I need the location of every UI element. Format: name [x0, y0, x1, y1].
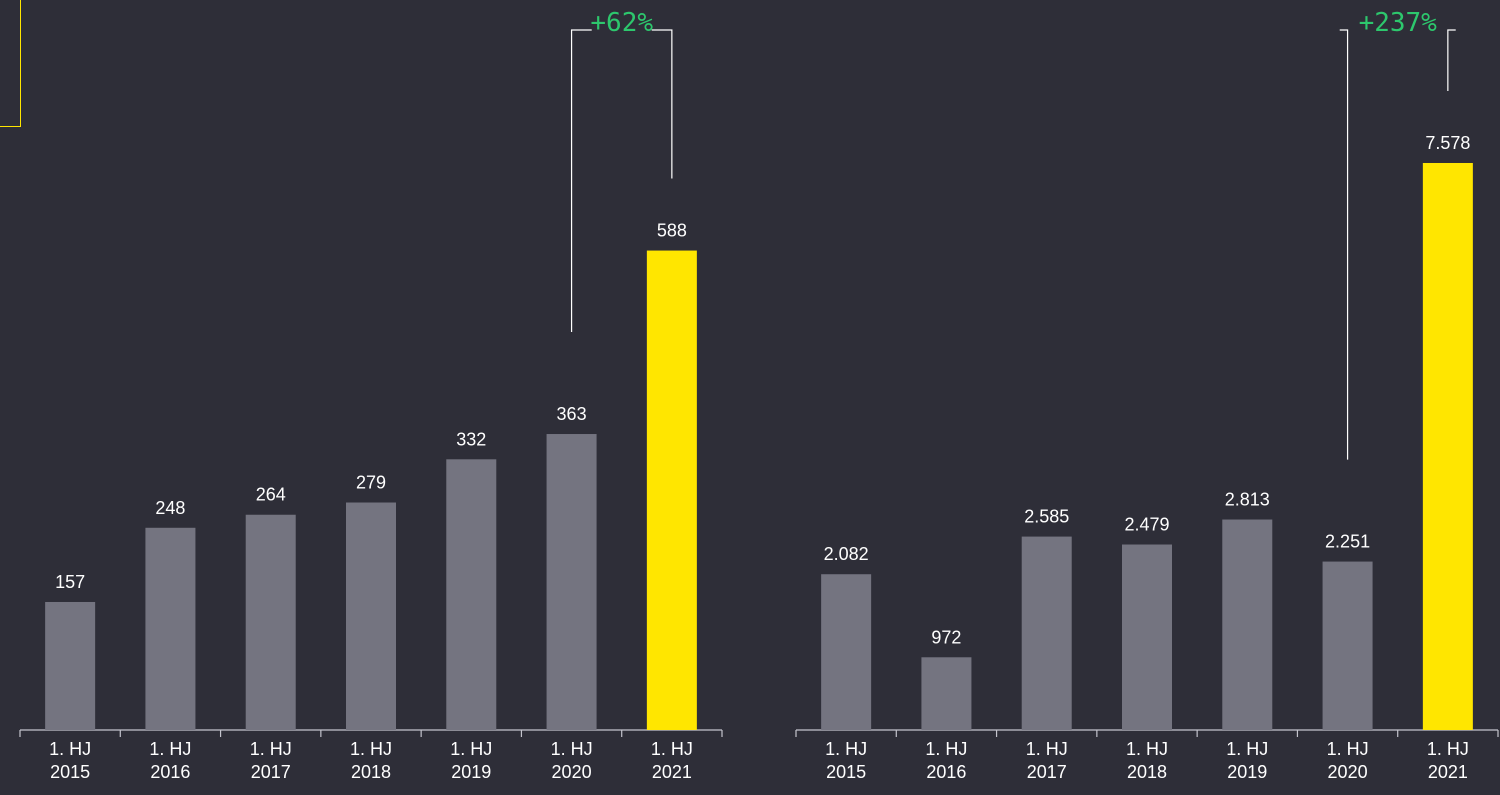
x-tick-label: 2018 — [351, 762, 391, 782]
x-tick-label: 2016 — [150, 762, 190, 782]
bar-value-label: 332 — [456, 429, 486, 449]
growth-label: +237% — [1359, 8, 1438, 38]
growth-label: +62% — [590, 8, 653, 38]
bar-2016 — [921, 657, 972, 730]
x-tick-label: 2015 — [50, 762, 90, 782]
bar-value-label: 2.813 — [1225, 490, 1270, 510]
x-tick-label: 2017 — [1027, 762, 1067, 782]
growth-bracket-right — [1447, 29, 1456, 91]
bar-2021 — [1422, 162, 1473, 730]
bar-value-label: 2.082 — [824, 544, 869, 564]
x-tick-label: 1. HJ — [1026, 739, 1068, 759]
bar-2017 — [1021, 536, 1072, 730]
x-tick-label: 1. HJ — [651, 739, 693, 759]
growth-bracket-left — [1339, 29, 1349, 460]
x-tick-label: 2021 — [1428, 762, 1468, 782]
bar-value-label: 972 — [931, 627, 961, 647]
bar-value-label: 279 — [356, 473, 386, 493]
bar-value-label: 157 — [55, 572, 85, 592]
x-tick-label: 2021 — [652, 762, 692, 782]
accent-corner-frame — [0, 0, 21, 127]
x-tick-label: 1. HJ — [1126, 739, 1168, 759]
x-tick-label: 2017 — [251, 762, 291, 782]
bar-value-label: 2.251 — [1325, 532, 1370, 552]
chart-1: 157 1. HJ 2015 248 1. HJ 2016 264 1. HJ 2017 279 1… — [19, 8, 723, 782]
x-tick-label: 1. HJ — [825, 739, 867, 759]
x-tick-label: 1. HJ — [925, 739, 967, 759]
bar-value-label: 588 — [657, 221, 687, 241]
x-tick-label: 1. HJ — [450, 739, 492, 759]
bar-2015 — [821, 574, 872, 730]
bar-2021 — [646, 250, 697, 731]
x-tick-label: 1. HJ — [1226, 739, 1268, 759]
x-tick-label: 1. HJ — [250, 739, 292, 759]
bar-value-label: 363 — [557, 404, 587, 424]
bar-2018 — [1122, 544, 1172, 730]
x-tick-label: 2020 — [1328, 762, 1368, 782]
bar-value-label: 2.585 — [1024, 507, 1069, 527]
x-tick-label: 1. HJ — [149, 739, 191, 759]
bar-2018 — [346, 502, 396, 730]
x-tick-label: 2015 — [826, 762, 866, 782]
bar-2019 — [1222, 519, 1273, 730]
growth-bracket-right — [651, 29, 673, 179]
x-tick-label: 2019 — [451, 762, 491, 782]
x-tick-label: 1. HJ — [49, 739, 91, 759]
bar-2017 — [245, 514, 296, 730]
x-tick-label: 1. HJ — [350, 739, 392, 759]
chart-2: 2.082 1. HJ 2015 972 1. HJ 2016 2.585 1. HJ 2017… — [795, 8, 1499, 782]
x-tick-label: 2018 — [1127, 762, 1167, 782]
bar-2020 — [1322, 561, 1373, 730]
bar-2019 — [446, 459, 497, 730]
growth-bracket-left — [570, 29, 592, 333]
bar-value-label: 2.479 — [1124, 515, 1169, 535]
bar-value-label: 264 — [256, 485, 286, 505]
bar-2020 — [546, 434, 597, 730]
x-tick-label: 2019 — [1227, 762, 1267, 782]
bar-2015 — [45, 601, 96, 730]
bar-2016 — [145, 527, 196, 730]
bar-value-label: 248 — [155, 498, 185, 518]
x-tick-label: 1. HJ — [1327, 739, 1369, 759]
bar-value-label: 7.578 — [1425, 133, 1470, 153]
x-tick-label: 1. HJ — [1427, 739, 1469, 759]
x-tick-label: 2016 — [926, 762, 966, 782]
x-tick-label: 1. HJ — [551, 739, 593, 759]
x-tick-label: 2020 — [552, 762, 592, 782]
